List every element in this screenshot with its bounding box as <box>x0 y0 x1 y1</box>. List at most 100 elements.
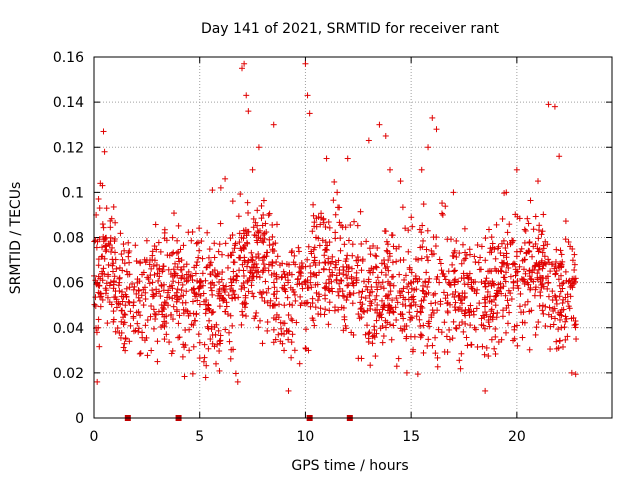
data-point <box>275 331 282 338</box>
data-point <box>461 294 468 301</box>
data-point <box>456 250 463 257</box>
data-point <box>408 214 415 221</box>
data-point <box>539 265 546 272</box>
data-point <box>402 272 409 279</box>
data-point <box>482 235 489 242</box>
x-tick-label: 10 <box>297 429 315 445</box>
data-point <box>254 222 261 229</box>
data-point <box>458 350 465 357</box>
data-point <box>484 288 491 295</box>
data-point <box>161 235 168 242</box>
data-point <box>464 342 471 349</box>
data-point <box>195 285 202 292</box>
data-point <box>294 281 301 288</box>
data-point <box>134 279 141 286</box>
data-point <box>127 322 134 329</box>
data-point <box>156 288 163 295</box>
data-point <box>481 303 488 310</box>
data-point <box>211 282 218 289</box>
data-point <box>326 299 333 306</box>
data-point <box>193 240 200 247</box>
data-point <box>358 294 365 301</box>
data-point <box>240 227 247 234</box>
data-point <box>115 282 122 289</box>
data-point <box>451 267 458 274</box>
data-point <box>217 220 224 227</box>
data-point <box>495 338 502 345</box>
data-point <box>533 259 540 266</box>
data-point <box>547 323 554 330</box>
data-point <box>374 286 381 293</box>
data-point <box>418 166 425 173</box>
data-point <box>545 101 552 108</box>
data-point <box>459 300 466 307</box>
data-point <box>287 284 294 291</box>
data-point <box>135 308 142 315</box>
data-point <box>439 211 446 218</box>
data-point <box>311 322 318 329</box>
data-point <box>442 203 449 210</box>
data-point <box>549 288 556 295</box>
data-point <box>463 334 470 341</box>
data-point <box>261 230 268 237</box>
data-point <box>407 316 414 323</box>
data-point <box>438 210 445 217</box>
data-point <box>256 274 263 281</box>
data-point <box>485 353 492 360</box>
data-point <box>541 253 548 260</box>
data-point <box>135 328 142 335</box>
data-point <box>296 248 303 255</box>
data-point <box>389 259 396 266</box>
data-point <box>406 309 413 316</box>
data-point <box>308 284 315 291</box>
data-point <box>310 259 317 266</box>
data-point <box>208 326 215 333</box>
data-point <box>154 358 161 365</box>
data-point <box>440 289 447 296</box>
data-point <box>314 297 321 304</box>
data-point <box>219 251 226 258</box>
data-point <box>261 235 268 242</box>
data-point <box>364 322 371 329</box>
data-point <box>189 272 196 279</box>
data-point <box>204 323 211 330</box>
data-point <box>422 278 429 285</box>
data-point <box>500 307 507 314</box>
data-point <box>192 317 199 324</box>
data-point <box>220 285 227 292</box>
data-point <box>154 270 161 277</box>
data-point <box>178 287 185 294</box>
data-point <box>216 286 223 293</box>
data-point <box>509 237 516 244</box>
data-point <box>323 280 330 287</box>
data-point <box>121 311 128 318</box>
data-point <box>535 227 542 234</box>
data-point <box>286 269 293 276</box>
data-point <box>471 253 478 260</box>
data-point <box>196 247 203 254</box>
data-point <box>369 340 376 347</box>
data-point <box>461 225 468 232</box>
data-point <box>343 272 350 279</box>
data-point <box>310 270 317 277</box>
data-point <box>231 294 238 301</box>
data-point <box>321 311 328 318</box>
data-point <box>312 281 319 288</box>
data-point <box>548 313 555 320</box>
data-point <box>429 114 436 121</box>
data-point <box>105 273 112 280</box>
data-point <box>535 178 541 185</box>
data-point <box>527 197 534 204</box>
data-point <box>312 271 319 278</box>
data-point <box>473 290 480 297</box>
data-point <box>425 336 432 343</box>
data-point <box>450 268 457 275</box>
data-point <box>93 329 100 336</box>
data-point <box>333 276 340 283</box>
data-point <box>130 302 137 309</box>
data-point <box>209 187 216 194</box>
data-point <box>203 362 210 369</box>
data-point <box>482 257 489 264</box>
data-point <box>270 279 277 286</box>
data-point <box>564 333 571 340</box>
